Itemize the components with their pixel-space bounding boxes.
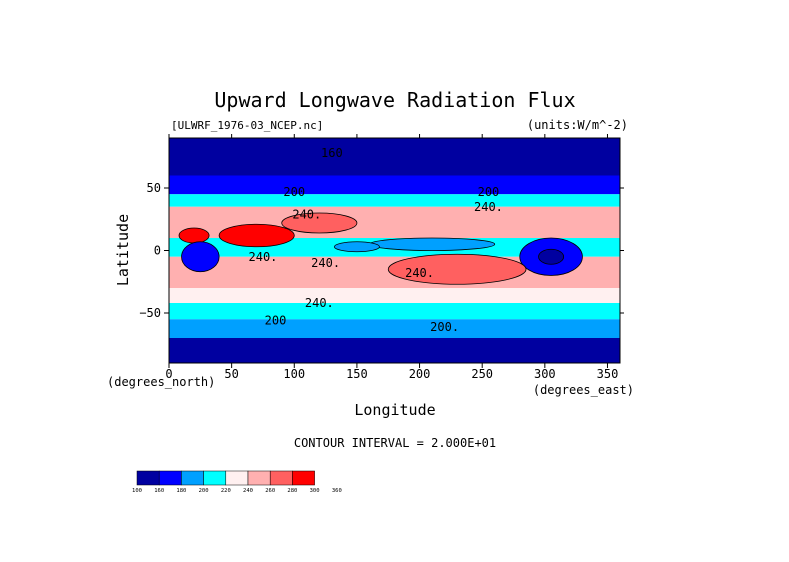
y-tick-label: 0 (154, 244, 161, 258)
contour-label: 200 (283, 185, 305, 199)
colorbar-tick-label: 360 (332, 488, 342, 494)
contour-interval: CONTOUR INTERVAL = 2.000E+01 (294, 436, 496, 450)
field-band (169, 348, 620, 363)
y-tick-label: −50 (139, 306, 161, 320)
colorbar-swatch (203, 470, 227, 486)
x-axis-label: Longitude (354, 401, 435, 419)
x-tick-label: 300 (534, 367, 556, 381)
x-tick-label: 350 (597, 367, 619, 381)
colorbar-tick-label: 260 (265, 488, 275, 494)
colorbar-tick-label: 220 (221, 488, 231, 494)
contour-label: 200 (265, 314, 287, 328)
field-region (387, 253, 527, 285)
field-region (181, 241, 220, 273)
colorbar-swatch (247, 470, 271, 486)
field-band (169, 160, 620, 176)
contour-label: 240. (249, 250, 278, 264)
x-axis-ticks: 0 50 100 150 200 250 300 350 (165, 134, 618, 381)
field-band (169, 319, 620, 338)
colorbar-tick-label: 200 (199, 488, 209, 494)
field-region (178, 227, 210, 244)
field-band (169, 338, 620, 348)
heatmap-field (169, 138, 620, 363)
y-axis-label: Latitude (114, 214, 132, 286)
colorbar-swatch (136, 470, 160, 486)
colorbar-tick-label: 100 (132, 488, 142, 494)
field-region (538, 248, 565, 265)
y-axis-ticks: −50 0 50 (139, 181, 624, 320)
colorbar-tick-label: 280 (287, 488, 297, 494)
chart-title: Upward Longwave Radiation Flux (214, 88, 575, 112)
x-tick-label: 250 (471, 367, 493, 381)
colorbar-swatch (225, 470, 249, 486)
units-label: (units:W/m^-2) (527, 118, 628, 132)
field-band (169, 194, 620, 207)
field-band (169, 175, 620, 195)
x-tick-label: 100 (283, 367, 305, 381)
field-band (169, 138, 620, 161)
colorbar-swatch (181, 470, 204, 486)
y-tick-label: 50 (147, 181, 161, 195)
colorbar-tick-label: 180 (176, 488, 186, 494)
dataset-filename: [ULWRF_1976-03_NCEP.nc] (171, 119, 323, 132)
colorbar-tick-label: 300 (310, 488, 320, 494)
x-unit-note: (degrees_east) (533, 383, 634, 397)
colorbar-swatch (158, 470, 182, 486)
y-unit-note: (degrees_north) (107, 375, 215, 389)
contour-label: 200. (430, 320, 459, 334)
contour-label: 240. (474, 200, 503, 214)
x-tick-label: 50 (224, 367, 238, 381)
field-band (169, 303, 620, 320)
contour-label: 240. (311, 256, 340, 270)
x-tick-label: 0 (165, 367, 172, 381)
field-region (281, 212, 358, 234)
contour-label: 240. (405, 266, 434, 280)
field-region (369, 237, 496, 251)
field-band (169, 288, 620, 303)
field-region (333, 241, 380, 253)
x-tick-label: 150 (346, 367, 368, 381)
contour-label: 160 (321, 146, 343, 160)
colorbar-swatch (292, 470, 315, 486)
field-region (218, 223, 295, 248)
x-tick-label: 200 (409, 367, 431, 381)
colorbar: 100 160 180 200 220 240 260 280 300 360 (132, 470, 342, 494)
contour-label: 240. (292, 207, 321, 221)
contour-label: 240. (305, 296, 334, 310)
contour-label: 200 (478, 185, 500, 199)
colorbar-tick-label: 240 (243, 488, 253, 494)
colorbar-tick-label: 160 (154, 488, 164, 494)
colorbar-swatch (269, 470, 293, 486)
